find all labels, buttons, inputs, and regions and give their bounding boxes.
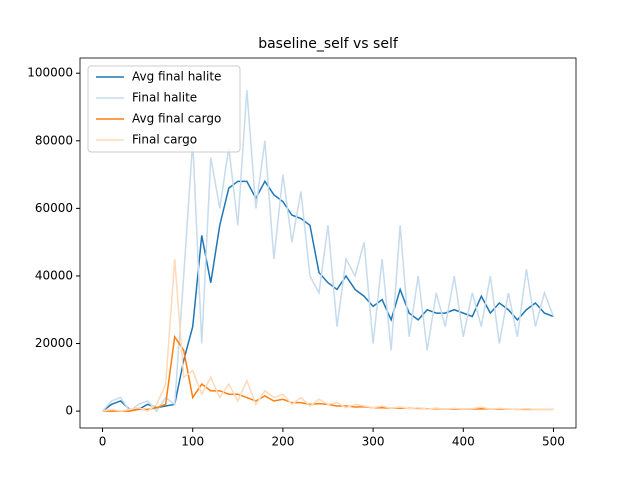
legend-label: Final halite [132,91,197,105]
legend-label: Final cargo [132,133,197,147]
x-tick-label: 200 [271,435,294,449]
y-tick-label: 80000 [35,133,73,147]
x-tick-label: 0 [99,435,107,449]
y-tick-label: 100000 [27,66,73,80]
x-tick-label: 300 [362,435,385,449]
y-tick-label: 40000 [35,268,73,282]
y-tick-label: 0 [65,404,73,418]
plot-frame [79,57,577,429]
x-tick-label: 400 [452,435,475,449]
legend-box [87,65,241,153]
legend-label: Avg final cargo [132,112,221,126]
x-tick-label: 500 [542,435,565,449]
x-tick-label: 100 [181,435,204,449]
series-line [102,179,554,412]
legend-label: Avg final halite [132,70,221,84]
y-tick-label: 20000 [35,336,73,350]
series-line [101,90,555,413]
y-tick-label: 60000 [35,201,73,215]
chart-title: baseline_self vs self [258,36,399,52]
series-line [102,258,554,412]
